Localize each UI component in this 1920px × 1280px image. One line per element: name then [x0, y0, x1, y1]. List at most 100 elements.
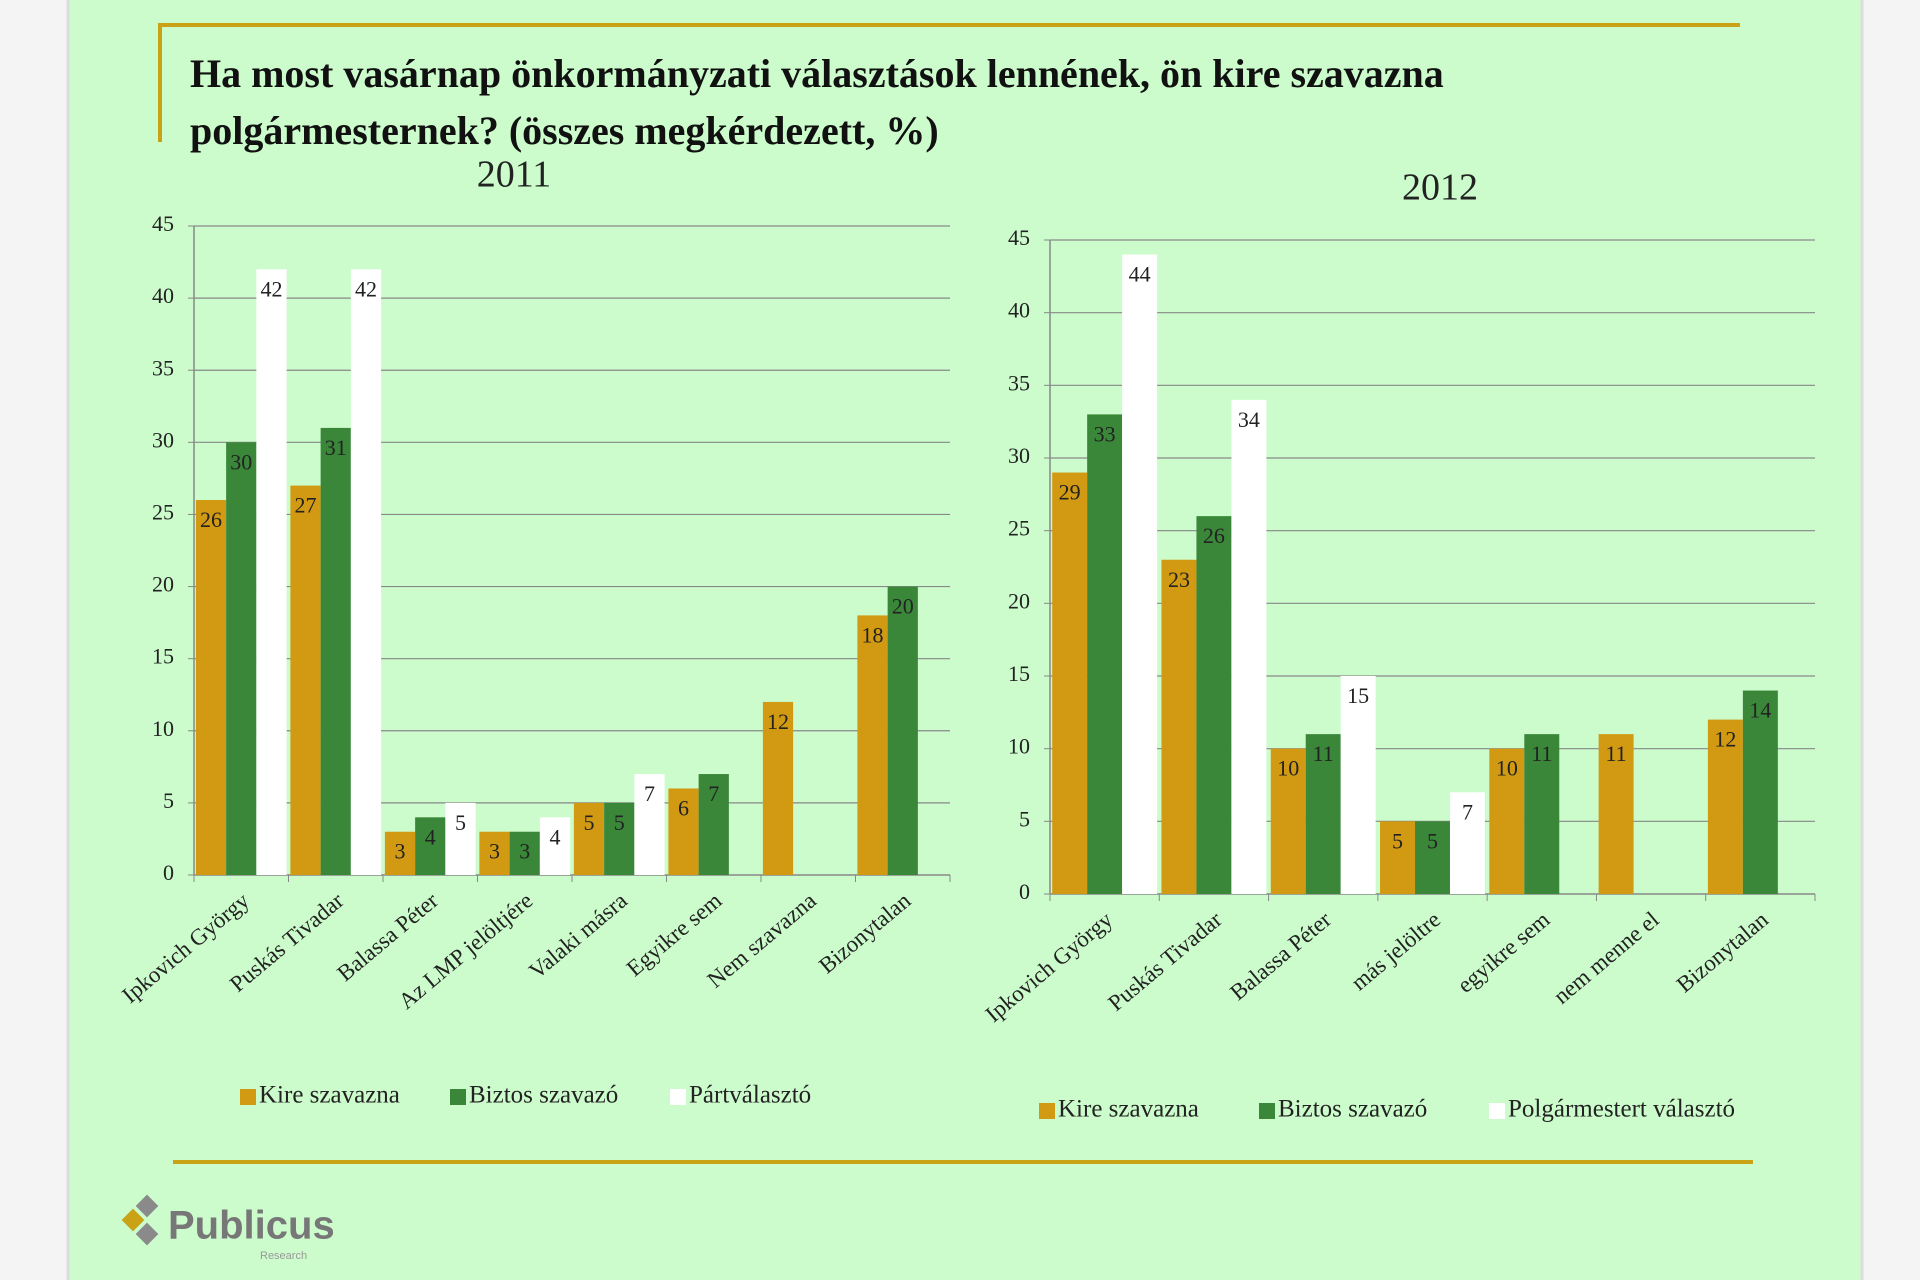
bar — [415, 817, 446, 875]
y-tick-label: 20 — [152, 572, 174, 597]
data-label: 15 — [1347, 683, 1369, 708]
data-label: 42 — [260, 276, 282, 301]
logo-name: Publicus — [168, 1204, 335, 1248]
data-label: 5 — [1392, 828, 1403, 853]
y-tick-label: 45 — [152, 211, 174, 236]
data-label: 34 — [1238, 407, 1260, 432]
data-label: 5 — [455, 810, 466, 835]
slide-title: Ha most vasárnap önkormányzati választás… — [190, 51, 1444, 153]
bar — [1305, 734, 1341, 894]
data-label: 5 — [614, 810, 625, 835]
bar — [887, 586, 918, 875]
data-label: 5 — [1427, 828, 1438, 853]
bar — [509, 831, 540, 875]
data-label: 26 — [200, 507, 222, 532]
data-label: 11 — [1531, 741, 1552, 766]
data-label: 26 — [1203, 523, 1225, 548]
title-box: Ha most vasárnap önkormányzati választás… — [190, 51, 1444, 153]
bar — [445, 802, 476, 875]
data-label: 18 — [862, 622, 884, 647]
data-label: 3 — [489, 838, 500, 863]
legend-label: Kire szavazna — [1058, 1096, 1199, 1123]
legend-label: Biztos szavazó — [1278, 1096, 1427, 1123]
data-label: 10 — [1277, 756, 1299, 781]
data-label: 7 — [644, 781, 655, 806]
y-tick-label: 10 — [152, 716, 174, 741]
data-label: 20 — [892, 594, 914, 619]
y-tick-label: 30 — [1008, 443, 1030, 468]
data-label: 44 — [1129, 262, 1151, 287]
bar — [698, 774, 729, 875]
bar — [668, 788, 699, 875]
y-tick-label: 0 — [1019, 879, 1030, 904]
bar — [1161, 559, 1197, 894]
bar — [1087, 414, 1123, 894]
bar — [479, 831, 510, 875]
data-label: 31 — [325, 435, 347, 460]
logo-tagline: Research — [260, 1250, 307, 1262]
bar — [1449, 792, 1485, 894]
data-label: 3 — [395, 838, 406, 863]
data-label: 30 — [230, 449, 252, 474]
legend-swatch — [1489, 1103, 1505, 1119]
y-tick-label: 0 — [163, 860, 174, 885]
y-tick-label: 30 — [152, 427, 174, 452]
bar — [857, 615, 888, 875]
bar — [1489, 748, 1525, 894]
bar — [1122, 254, 1158, 895]
data-label: 11 — [1606, 741, 1627, 766]
y-tick-label: 10 — [1008, 734, 1030, 759]
bar — [1742, 690, 1778, 894]
y-tick-label: 5 — [163, 788, 174, 813]
data-label: 11 — [1313, 741, 1334, 766]
bar — [634, 774, 665, 875]
data-label: 6 — [678, 796, 689, 821]
bar — [1707, 719, 1743, 894]
y-tick-label: 25 — [1008, 516, 1030, 541]
y-tick-label: 35 — [1008, 370, 1030, 395]
legend-label: Kire szavazna — [259, 1082, 400, 1109]
bar — [1270, 748, 1306, 894]
y-tick-label: 45 — [1008, 225, 1030, 250]
data-label: 12 — [767, 709, 789, 734]
legend-label: Polgármestert választó — [1508, 1096, 1735, 1123]
bar — [539, 817, 571, 875]
y-tick-label: 25 — [152, 499, 174, 524]
y-tick-label: 15 — [152, 644, 174, 669]
y-tick-label: 15 — [1008, 661, 1030, 686]
data-label: 7 — [708, 781, 719, 806]
data-label: 29 — [1059, 480, 1081, 505]
legend-swatch — [1259, 1103, 1275, 1119]
bar — [290, 485, 321, 875]
bar — [1231, 399, 1267, 894]
legend-label: Biztos szavazó — [469, 1082, 618, 1109]
data-label: 42 — [355, 276, 377, 301]
bar — [1196, 516, 1232, 894]
bar — [1340, 676, 1376, 894]
bar — [1524, 734, 1560, 894]
bar — [350, 269, 382, 875]
y-tick-label: 40 — [152, 283, 174, 308]
bar — [762, 701, 794, 875]
y-tick-label: 35 — [152, 355, 174, 380]
y-tick-label: 40 — [1008, 298, 1030, 323]
data-label: 7 — [1462, 799, 1473, 824]
chart-title: 2012 — [1402, 167, 1478, 209]
legend-swatch — [1039, 1103, 1055, 1119]
bar — [573, 802, 605, 875]
legend-swatch — [240, 1089, 256, 1105]
data-label: 12 — [1714, 727, 1736, 752]
legend-swatch — [450, 1089, 466, 1105]
y-tick-label: 5 — [1019, 806, 1030, 831]
data-label: 5 — [584, 810, 595, 835]
bar — [195, 500, 227, 875]
data-label: 4 — [425, 824, 436, 849]
data-label: 10 — [1496, 756, 1518, 781]
data-label: 3 — [519, 838, 530, 863]
data-label: 27 — [295, 493, 317, 518]
data-label: 23 — [1168, 567, 1190, 592]
chart-title: 2011 — [477, 154, 552, 196]
legend-label: Pártválasztó — [689, 1082, 811, 1109]
